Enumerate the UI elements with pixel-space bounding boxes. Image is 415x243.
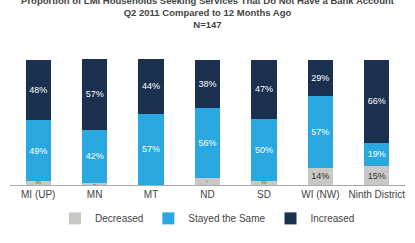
svg-text:57%: 57%: [86, 89, 104, 99]
svg-text:29%: 29%: [311, 73, 329, 83]
svg-text:57%: 57%: [142, 144, 160, 154]
svg-text:Increased: Increased: [311, 213, 355, 224]
svg-text:15%: 15%: [368, 171, 386, 181]
svg-text:14%: 14%: [311, 171, 329, 181]
svg-text:56%: 56%: [198, 138, 216, 148]
svg-text:3%: 3%: [36, 181, 41, 185]
svg-text:Proportion of LMI Households S: Proportion of LMI Households Seeking Ser…: [21, 0, 395, 30]
svg-text:50%: 50%: [255, 145, 273, 155]
svg-text:44%: 44%: [142, 81, 160, 91]
svg-text:49%: 49%: [29, 146, 47, 156]
svg-text:MN: MN: [87, 189, 103, 200]
svg-text:2%: 2%: [93, 183, 96, 185]
svg-text:SD: SD: [257, 189, 271, 200]
svg-text:48%: 48%: [29, 85, 47, 95]
svg-text:3%: 3%: [262, 181, 267, 185]
svg-text:ND: ND: [200, 189, 214, 200]
svg-text:MI (UP): MI (UP): [21, 189, 55, 200]
svg-text:38%: 38%: [198, 79, 216, 89]
svg-text:66%: 66%: [368, 96, 386, 106]
svg-text:19%: 19%: [368, 149, 386, 159]
svg-text:57%: 57%: [311, 127, 329, 137]
svg-text:Ninth District: Ninth District: [348, 189, 405, 200]
svg-text:WI (NW): WI (NW): [301, 189, 339, 200]
svg-text:47%: 47%: [255, 84, 273, 94]
svg-text:Stayed the Same: Stayed the Same: [188, 213, 265, 224]
svg-text:Decreased: Decreased: [95, 213, 143, 224]
svg-text:6%: 6%: [207, 181, 210, 182]
svg-text:MT: MT: [144, 189, 158, 200]
svg-text:42%: 42%: [86, 151, 104, 161]
